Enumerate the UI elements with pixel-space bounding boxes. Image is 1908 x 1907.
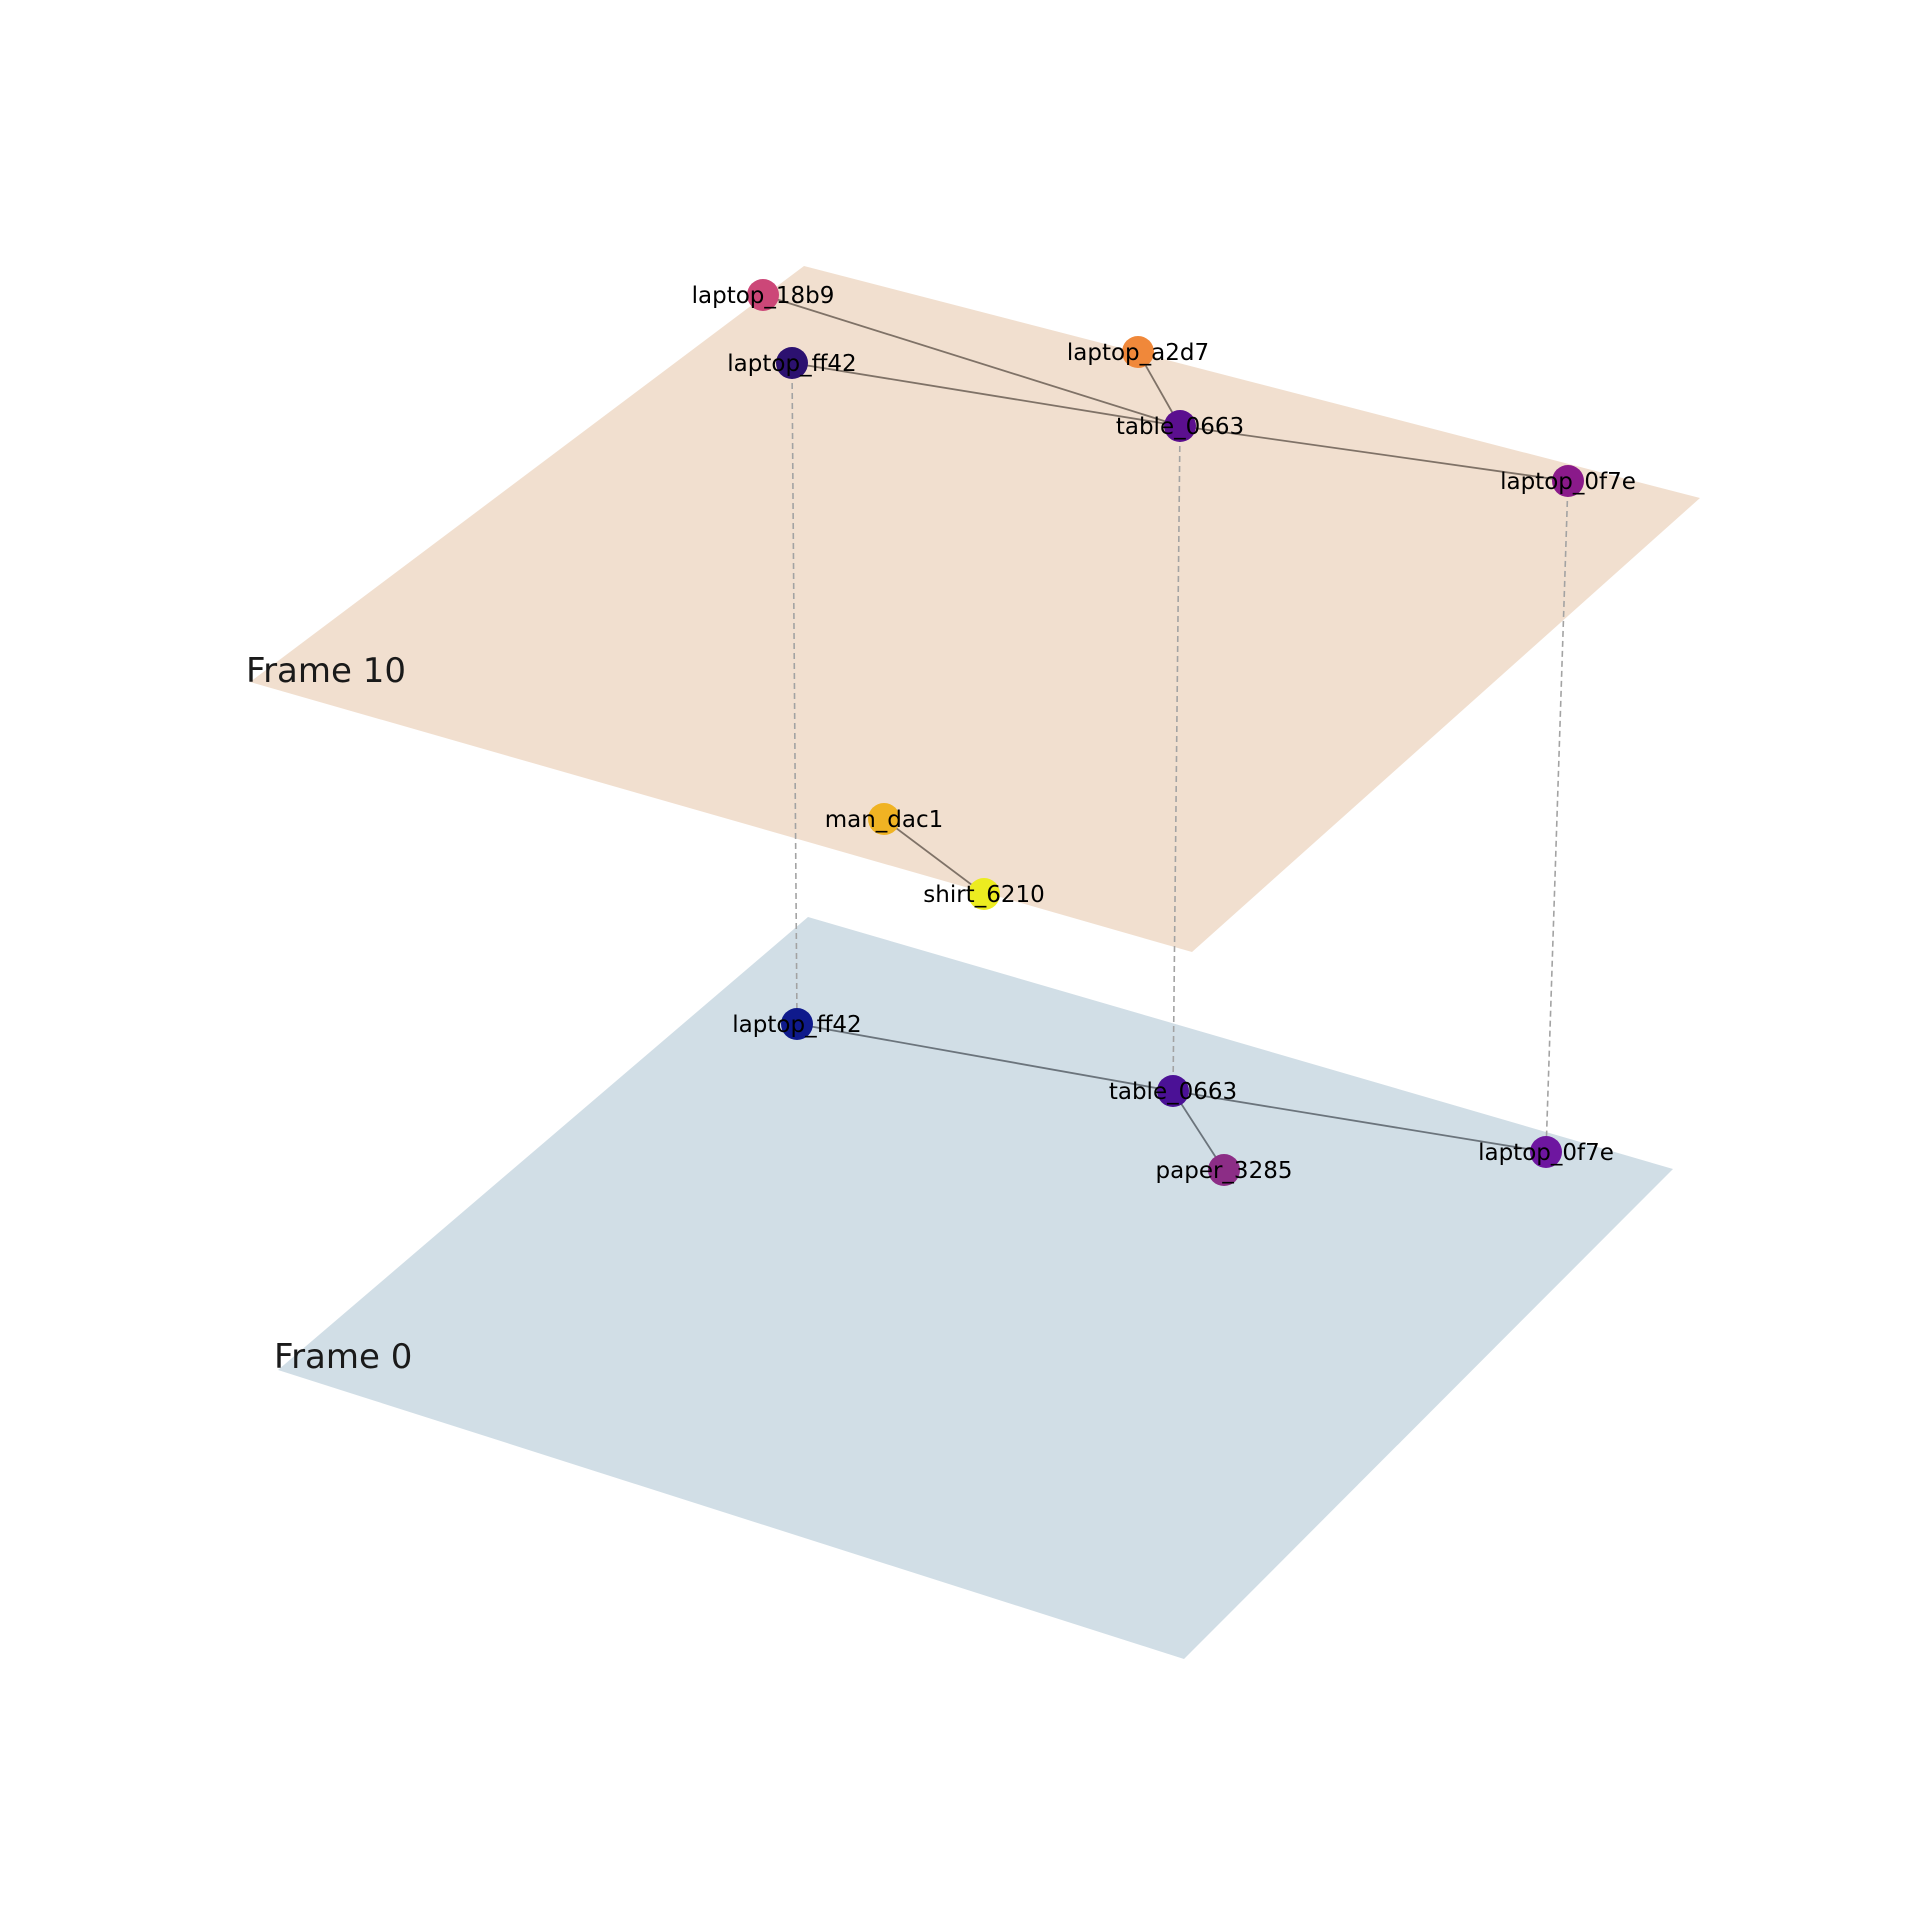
node-label: laptop_0f7e — [1478, 1140, 1614, 1166]
node-f10_laptop_ff42[interactable] — [776, 347, 808, 379]
node-f10_shirt_6210[interactable] — [968, 878, 1000, 910]
node-label: laptop_ff42 — [732, 1012, 861, 1038]
node-f0_laptop_0f7e[interactable] — [1530, 1136, 1562, 1168]
node-f10_laptop_0f7e[interactable] — [1552, 465, 1584, 497]
relation-edge — [796, 1023, 1174, 1092]
node-label: paper_3285 — [1156, 1158, 1293, 1184]
relation-edge — [762, 294, 1181, 427]
node-label: laptop_0f7e — [1500, 469, 1636, 495]
node-f10_table_0663[interactable] — [1164, 410, 1196, 442]
node-label: table_0663 — [1116, 414, 1244, 440]
inter-frame-link — [1172, 425, 1181, 1092]
node-f10_laptop_a2d7[interactable] — [1122, 336, 1154, 368]
node-label: shirt_6210 — [923, 882, 1044, 908]
node-f0_table_0663[interactable] — [1157, 1075, 1189, 1107]
frame-labels: Frame 10 Frame 0 — [246, 651, 412, 1377]
node-label: laptop_ff42 — [727, 351, 856, 377]
frame-label-f0: Frame 0 — [274, 1337, 412, 1377]
node-labels: laptop_18b9 laptop_ff42 laptop_a2d7 table_0… — [692, 283, 1636, 1184]
inter-frame-links — [791, 362, 1569, 1153]
node-label: man_dac1 — [825, 807, 944, 833]
node-f10_laptop_18b9[interactable] — [747, 279, 779, 311]
object-nodes — [747, 279, 1584, 1186]
relation-edge — [1179, 425, 1569, 482]
node-label: laptop_a2d7 — [1067, 340, 1209, 366]
frame-plane-f10 — [250, 266, 1700, 952]
frame-plane-f0 — [278, 917, 1673, 1659]
relation-edge — [1172, 1090, 1547, 1153]
relation-edge — [791, 362, 1181, 427]
node-label: table_0663 — [1109, 1079, 1237, 1105]
node-f0_laptop_ff42[interactable] — [781, 1008, 813, 1040]
node-f0_paper_3285[interactable] — [1208, 1154, 1240, 1186]
inter-frame-link — [791, 362, 798, 1025]
inter-frame-link — [1545, 480, 1569, 1153]
frame-label-f10: Frame 10 — [246, 651, 406, 691]
frame-planes — [250, 266, 1700, 1659]
relation-edge — [883, 818, 985, 895]
node-f10_man_dac1[interactable] — [868, 803, 900, 835]
node-label: laptop_18b9 — [692, 283, 835, 309]
